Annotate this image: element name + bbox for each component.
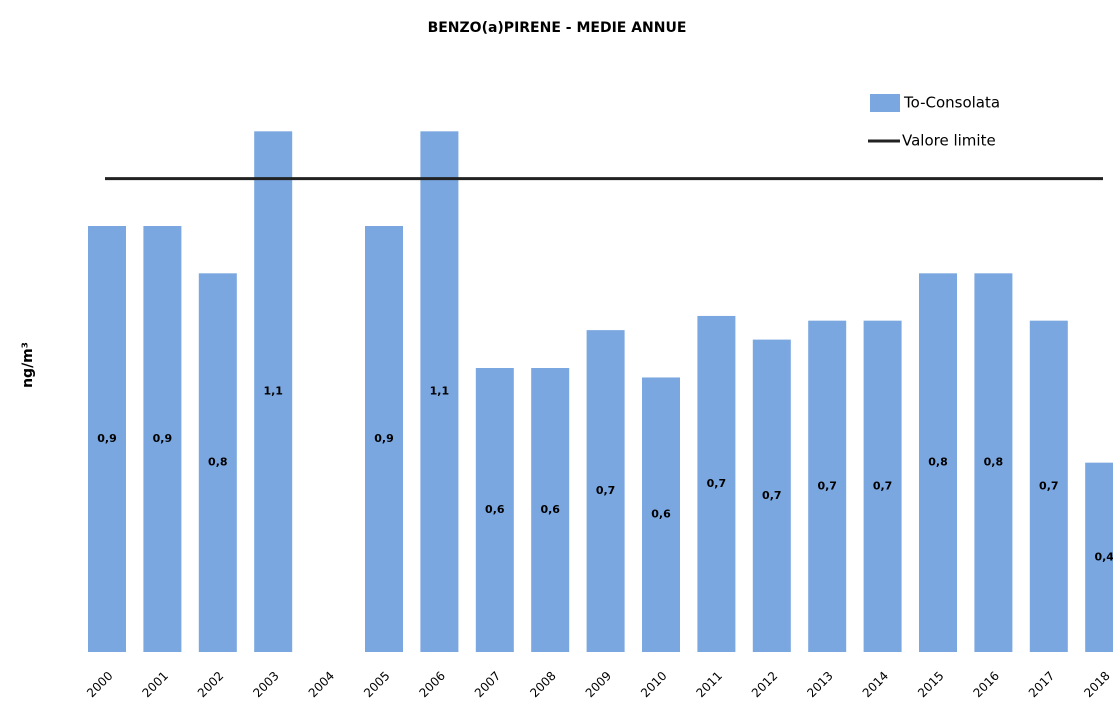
bar [88, 226, 126, 652]
bar [808, 320, 847, 652]
data-label: 1,1 [430, 385, 450, 398]
bar [752, 339, 791, 652]
data-label: 0,4 [1094, 550, 1113, 563]
x-tick-label: 2005 [361, 669, 392, 700]
data-label: 0,7 [762, 489, 782, 502]
bar [531, 368, 570, 652]
bar [254, 131, 293, 653]
x-tick-label: 2003 [250, 669, 281, 700]
y-axis-label: ng/m³ [20, 342, 36, 388]
data-label: 0,8 [984, 456, 1004, 469]
bar [863, 320, 902, 652]
x-tick-label: 2017 [1026, 669, 1057, 700]
bar [420, 131, 459, 653]
data-label: 0,7 [817, 479, 837, 492]
data-label: 0,7 [1039, 479, 1059, 492]
data-label: 0,6 [485, 503, 505, 516]
x-tick-label: 2014 [860, 669, 891, 700]
bar [198, 273, 237, 652]
x-tick-label: 2009 [583, 669, 614, 700]
bar [642, 377, 680, 652]
x-tick-label: 2013 [804, 669, 835, 700]
x-tick-label: 2016 [970, 669, 1001, 700]
data-label: 0,7 [707, 477, 727, 490]
data-label: 1,1 [263, 385, 283, 398]
x-tick-label: 2006 [416, 669, 447, 700]
chart-title: BENZO(a)PIRENE - MEDIE ANNUE [428, 20, 687, 36]
x-tick-label: 2010 [638, 669, 669, 700]
data-label: 0,9 [374, 432, 394, 445]
x-tick-label: 2015 [915, 669, 946, 700]
data-label: 0,7 [596, 484, 616, 497]
x-tick-label: 2002 [195, 669, 226, 700]
bar [1085, 462, 1113, 652]
data-label: 0,9 [153, 432, 173, 445]
bar [586, 330, 625, 652]
x-tick-label: 2001 [139, 669, 170, 700]
data-label: 0,8 [928, 456, 948, 469]
legend-swatch [870, 94, 900, 112]
bar [143, 226, 182, 652]
bar [697, 315, 736, 652]
x-tick-label: 2008 [527, 669, 558, 700]
bar [365, 226, 403, 652]
x-tick-label: 2018 [1081, 669, 1112, 700]
data-label: 0,9 [97, 432, 117, 445]
bar [475, 368, 514, 652]
bar [1029, 320, 1068, 652]
x-tick-label: 2000 [84, 669, 115, 700]
x-tick-label: 2012 [749, 669, 780, 700]
data-label: 0,7 [873, 479, 893, 492]
x-tick-label: 2007 [472, 669, 503, 700]
data-label: 0,6 [540, 503, 560, 516]
data-label: 0,8 [208, 456, 228, 469]
x-tick-label: 2011 [693, 669, 724, 700]
bar [919, 273, 957, 652]
x-tick-label: 2004 [306, 669, 337, 700]
legend-label: To-Consolata [903, 94, 1000, 112]
data-label: 0,6 [651, 508, 671, 521]
legend-label: Valore limite [902, 132, 996, 150]
bar [974, 273, 1013, 652]
